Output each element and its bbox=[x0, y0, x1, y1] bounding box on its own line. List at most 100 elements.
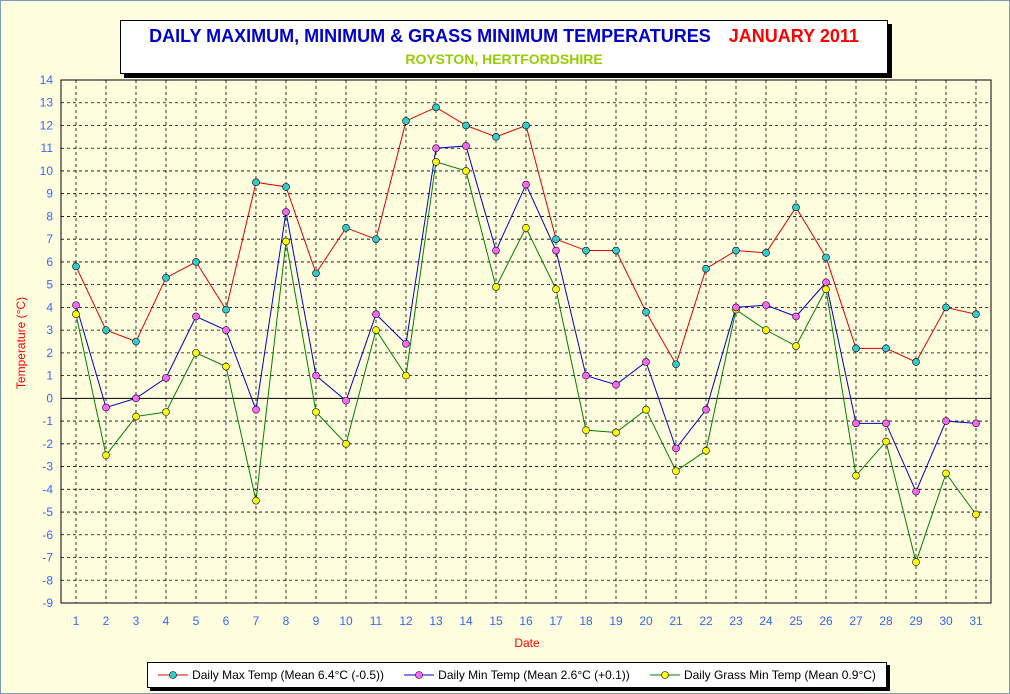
point-min bbox=[582, 371, 590, 380]
legend-item-min: Daily Min Temp (Mean 2.6°C (+0.1)) bbox=[404, 668, 630, 682]
point-grass bbox=[822, 285, 830, 294]
y-tick-label: 10 bbox=[40, 164, 54, 178]
point-grass bbox=[672, 467, 680, 475]
point-min bbox=[282, 208, 290, 216]
x-tick-label: 17 bbox=[549, 614, 563, 628]
legend-label-grass: Daily Grass Min Temp (Mean 0.9°C) bbox=[683, 668, 876, 682]
point-min bbox=[372, 310, 380, 319]
point-max bbox=[162, 274, 170, 282]
point-min bbox=[942, 417, 950, 425]
title-line: DAILY MAXIMUM, MINIMUM & GRASS MINIMUM T… bbox=[121, 26, 887, 47]
x-tick-label: 25 bbox=[789, 614, 803, 628]
x-tick-label: 11 bbox=[370, 614, 383, 628]
x-axis-label: Date bbox=[514, 636, 540, 650]
x-tick-label: 8 bbox=[283, 614, 290, 628]
x-tick-label: 7 bbox=[253, 614, 260, 628]
point-max bbox=[912, 358, 920, 366]
point-max bbox=[492, 133, 500, 141]
x-tick-label: 10 bbox=[339, 614, 353, 628]
plot-border bbox=[60, 79, 992, 604]
x-tick-label: 12 bbox=[399, 614, 413, 628]
point-max bbox=[972, 310, 980, 319]
point-grass bbox=[312, 408, 320, 416]
point-max bbox=[102, 326, 110, 334]
y-tick-label: -3 bbox=[42, 460, 53, 474]
x-tick-label: 5 bbox=[193, 614, 200, 628]
point-grass bbox=[282, 237, 290, 246]
x-tick-label: 2 bbox=[103, 614, 110, 628]
legend-label-max: Daily Max Temp (Mean 6.4°C (-0.5)) bbox=[192, 668, 385, 682]
y-tick-label: -4 bbox=[42, 482, 53, 496]
x-tick-label: 21 bbox=[669, 614, 683, 628]
point-min bbox=[252, 405, 260, 414]
x-tick-label: 27 bbox=[849, 614, 863, 628]
chart-legend: Daily Max Temp (Mean 6.4°C (-0.5)) Daily… bbox=[147, 662, 887, 688]
point-min bbox=[312, 371, 320, 380]
y-tick-label: -5 bbox=[42, 505, 53, 519]
y-tick-label: 14 bbox=[40, 73, 54, 87]
legend-swatch-min bbox=[404, 671, 435, 679]
x-tick-label: 24 bbox=[759, 614, 773, 628]
point-min bbox=[972, 419, 980, 428]
y-tick-label: 2 bbox=[46, 346, 53, 360]
y-axis-label: Temperature (°C) bbox=[14, 297, 28, 389]
point-min bbox=[342, 396, 350, 405]
point-min bbox=[612, 380, 620, 389]
point-min bbox=[852, 419, 860, 428]
point-min bbox=[762, 301, 770, 309]
legend-swatch-grass bbox=[649, 671, 680, 679]
point-max bbox=[672, 360, 680, 369]
point-max bbox=[552, 235, 560, 243]
plot-area bbox=[61, 80, 991, 603]
point-grass bbox=[462, 167, 470, 175]
point-max bbox=[732, 246, 740, 255]
x-tick-label: 18 bbox=[579, 614, 593, 628]
point-grass bbox=[342, 440, 350, 448]
point-max bbox=[252, 178, 260, 187]
x-tick-label: 22 bbox=[699, 614, 713, 628]
point-max bbox=[312, 269, 320, 278]
chart-title-box: DAILY MAXIMUM, MINIMUM & GRASS MINIMUM T… bbox=[120, 20, 888, 74]
y-tick-label: 5 bbox=[46, 278, 53, 292]
point-max bbox=[432, 103, 440, 112]
point-max bbox=[882, 344, 890, 353]
y-tick-label: 9 bbox=[46, 187, 53, 201]
y-tick-label: -1 bbox=[42, 414, 53, 428]
point-min bbox=[432, 144, 440, 153]
x-tick-label: 15 bbox=[489, 614, 503, 628]
point-max bbox=[822, 253, 830, 262]
legend-item-grass: Daily Grass Min Temp (Mean 0.9°C) bbox=[649, 668, 876, 682]
x-tick-label: 31 bbox=[969, 614, 983, 628]
chart-markers bbox=[72, 103, 980, 566]
point-grass bbox=[882, 437, 890, 446]
point-min bbox=[192, 312, 200, 321]
point-min bbox=[132, 394, 140, 403]
point-grass bbox=[972, 510, 980, 519]
point-grass bbox=[522, 224, 530, 232]
point-min bbox=[642, 358, 650, 366]
x-tick-label: 4 bbox=[163, 614, 170, 628]
point-grass bbox=[552, 285, 560, 294]
x-tick-label: 13 bbox=[429, 614, 443, 628]
point-min bbox=[462, 142, 470, 150]
point-max bbox=[582, 246, 590, 255]
y-tick-label: -9 bbox=[42, 596, 53, 610]
point-max bbox=[942, 303, 950, 312]
point-max bbox=[852, 344, 860, 353]
point-max bbox=[762, 249, 770, 257]
point-grass bbox=[72, 310, 80, 319]
y-tick-label: 3 bbox=[46, 323, 53, 337]
point-grass bbox=[942, 469, 950, 478]
point-grass bbox=[702, 446, 710, 455]
point-min bbox=[822, 278, 830, 287]
x-tick-label: 23 bbox=[729, 614, 743, 628]
point-grass bbox=[252, 496, 260, 505]
point-grass bbox=[162, 408, 170, 416]
point-grass bbox=[402, 371, 410, 380]
point-grass bbox=[222, 362, 230, 371]
y-tick-label: 1 bbox=[46, 369, 53, 383]
point-max bbox=[642, 308, 650, 316]
point-max bbox=[72, 262, 80, 271]
